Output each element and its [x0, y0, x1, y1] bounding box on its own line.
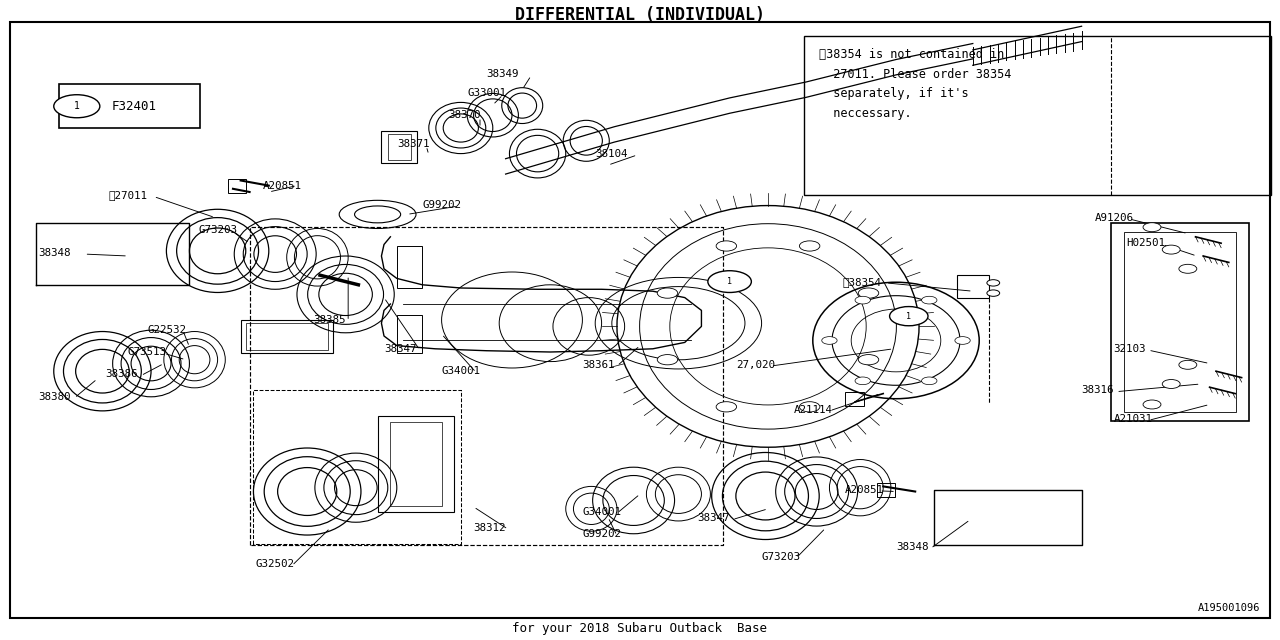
Text: 38349: 38349: [486, 68, 518, 79]
Text: G73203: G73203: [762, 552, 800, 562]
Circle shape: [855, 377, 870, 385]
Text: 38386: 38386: [105, 369, 137, 380]
Text: 38104: 38104: [595, 148, 627, 159]
Circle shape: [922, 377, 937, 385]
Text: 38385: 38385: [314, 315, 346, 325]
Text: ※38354 is not contained in
  27011. Please order 38354
  separately, if it's
  n: ※38354 is not contained in 27011. Please…: [819, 48, 1011, 120]
Text: 1: 1: [74, 101, 79, 111]
Text: G99202: G99202: [582, 529, 621, 540]
Circle shape: [716, 241, 736, 251]
Text: F32401: F32401: [111, 100, 157, 113]
Text: A91206: A91206: [1094, 212, 1133, 223]
Circle shape: [708, 271, 751, 292]
Circle shape: [800, 402, 820, 412]
Text: G22532: G22532: [147, 324, 186, 335]
Text: 38380: 38380: [38, 392, 70, 402]
Text: 1: 1: [906, 312, 911, 321]
Text: G33001: G33001: [467, 88, 506, 98]
Circle shape: [987, 280, 1000, 286]
Text: A21031: A21031: [1114, 414, 1152, 424]
Circle shape: [822, 337, 837, 344]
Text: 38348: 38348: [896, 542, 928, 552]
Text: 38361: 38361: [582, 360, 614, 370]
Text: ※27011: ※27011: [109, 190, 147, 200]
Text: A21114: A21114: [794, 404, 832, 415]
Text: 38370: 38370: [448, 110, 480, 120]
Text: G34001: G34001: [582, 507, 621, 517]
FancyBboxPatch shape: [10, 22, 1270, 618]
Text: A20851: A20851: [845, 484, 883, 495]
Circle shape: [1179, 360, 1197, 369]
Circle shape: [657, 288, 677, 298]
Text: G73513: G73513: [128, 347, 166, 357]
Circle shape: [54, 95, 100, 118]
Circle shape: [987, 290, 1000, 296]
Circle shape: [1143, 400, 1161, 409]
Text: 38316: 38316: [1082, 385, 1114, 396]
Text: G34001: G34001: [442, 366, 480, 376]
Circle shape: [855, 296, 870, 304]
Text: 32103: 32103: [1114, 344, 1146, 354]
Text: DIFFERENTIAL (INDIVIDUAL): DIFFERENTIAL (INDIVIDUAL): [515, 6, 765, 24]
Circle shape: [716, 402, 736, 412]
Text: G99202: G99202: [422, 200, 461, 210]
Circle shape: [922, 296, 937, 304]
Circle shape: [859, 355, 879, 365]
Circle shape: [1162, 380, 1180, 388]
Text: A195001096: A195001096: [1198, 603, 1261, 613]
Circle shape: [657, 355, 677, 365]
Circle shape: [1179, 264, 1197, 273]
Circle shape: [1143, 223, 1161, 232]
Circle shape: [890, 307, 928, 326]
Circle shape: [800, 241, 820, 251]
Text: 38371: 38371: [397, 139, 429, 149]
Text: G32502: G32502: [256, 559, 294, 570]
Text: 1: 1: [727, 277, 732, 286]
Text: ※38354: ※38354: [842, 276, 881, 287]
Text: for your 2018 Subaru Outback  Base: for your 2018 Subaru Outback Base: [512, 622, 768, 635]
Text: 38312: 38312: [474, 523, 506, 533]
Text: 38348: 38348: [38, 248, 70, 258]
Circle shape: [955, 337, 970, 344]
Circle shape: [1162, 245, 1180, 254]
Text: A20851: A20851: [262, 180, 301, 191]
Circle shape: [859, 288, 879, 298]
Text: 38347: 38347: [384, 344, 416, 354]
Text: 38347: 38347: [698, 513, 730, 524]
Text: 27,020: 27,020: [736, 360, 774, 370]
Text: H02501: H02501: [1126, 238, 1165, 248]
Text: G73203: G73203: [198, 225, 237, 236]
